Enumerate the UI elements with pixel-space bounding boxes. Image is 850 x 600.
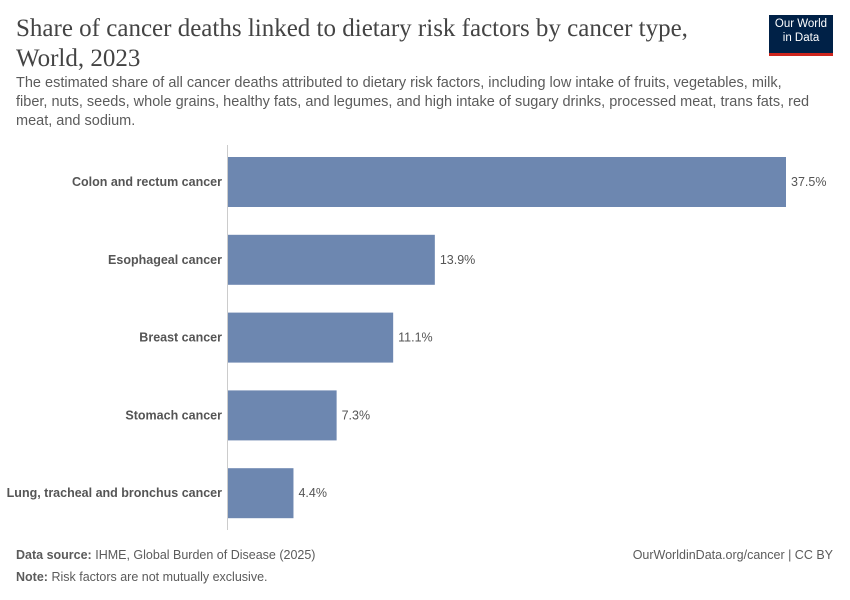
note: Note: Risk factors are not mutually excl… <box>16 570 268 584</box>
bar[interactable] <box>228 234 435 285</box>
data-source: Data source: IHME, Global Burden of Dise… <box>16 548 316 562</box>
value-label: 11.1% <box>398 331 433 345</box>
chart-title: Share of cancer deaths linked to dietary… <box>16 15 688 72</box>
bar[interactable] <box>228 312 394 363</box>
category-label: Stomach cancer <box>125 408 222 422</box>
bar[interactable] <box>228 390 337 441</box>
value-label: 7.3% <box>342 408 371 422</box>
owid-logo[interactable]: Our World in Data <box>769 15 833 56</box>
category-label: Colon and rectum cancer <box>72 175 222 189</box>
value-label: 37.5% <box>791 175 826 189</box>
credit-link[interactable]: OurWorldinData.org/cancer | CC BY <box>632 548 833 562</box>
value-label: 4.4% <box>298 486 327 500</box>
category-label: Esophageal cancer <box>108 253 222 267</box>
chart-subtitle: The estimated share of all cancer deaths… <box>16 75 810 129</box>
value-label: 13.9% <box>440 253 475 267</box>
bar[interactable] <box>228 468 294 519</box>
bar[interactable] <box>228 157 786 207</box>
category-label: Breast cancer <box>139 331 222 345</box>
category-label: Lung, tracheal and bronchus cancer <box>7 486 222 500</box>
